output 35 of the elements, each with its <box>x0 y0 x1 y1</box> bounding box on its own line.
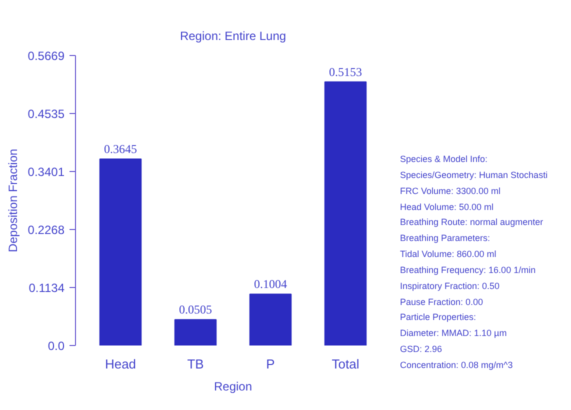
x-tick-label: Total <box>332 356 360 372</box>
text: Breathing Route: normal augmenter <box>400 216 544 230</box>
text: Particle Properties: <box>400 311 478 324</box>
text: Concentration: 0.08 mg/m^3 <box>400 358 514 372</box>
y-tick-label: 0.2268 <box>28 222 65 237</box>
text: Species/Geometry: Human Stochasti <box>400 168 548 182</box>
text: FRC Volume: 3300.00 ml <box>400 184 502 198</box>
x-tick-label: TB <box>187 356 204 372</box>
bar <box>249 294 292 346</box>
text: GSD: 2.96 <box>400 343 444 356</box>
text: Tidal Volume: 860.00 ml <box>400 248 498 261</box>
chart-title: Region: Entire Lung <box>180 29 286 43</box>
bar <box>324 81 367 346</box>
text: Pause Fraction: 0.00 <box>400 296 484 308</box>
bar <box>174 319 217 346</box>
y-tick-label: 0.1134 <box>28 280 65 295</box>
y-axis-title: Deposition Fraction <box>6 148 20 252</box>
x-tick-label: P <box>266 356 275 372</box>
text: Diameter: MMAD: 1.10 µm <box>400 327 508 340</box>
text: Inspiratory Fraction: 0.50 <box>400 280 501 293</box>
x-tick-label: Head <box>104 356 136 372</box>
data-label: 0.5153 <box>329 64 362 79</box>
data-label: 0.1004 <box>254 277 287 292</box>
y-tick-label: 0.5669 <box>28 49 65 63</box>
data-label: 0.3645 <box>104 142 137 156</box>
x-axis-title: Region <box>214 380 252 394</box>
data-label: 0.0505 <box>179 302 212 317</box>
text: Head Volume: 50.00 ml <box>400 200 495 214</box>
y-tick-label: 0.3401 <box>28 165 65 180</box>
bar <box>99 158 142 346</box>
text: Breathing Parameters: <box>400 232 492 246</box>
y-tick-label: 0.0 <box>48 339 65 353</box>
text: Breathing Frequency: 16.00 1/min <box>400 264 537 277</box>
y-tick-label: 0.4535 <box>28 107 65 122</box>
text: Species & Model Info: <box>400 153 489 166</box>
